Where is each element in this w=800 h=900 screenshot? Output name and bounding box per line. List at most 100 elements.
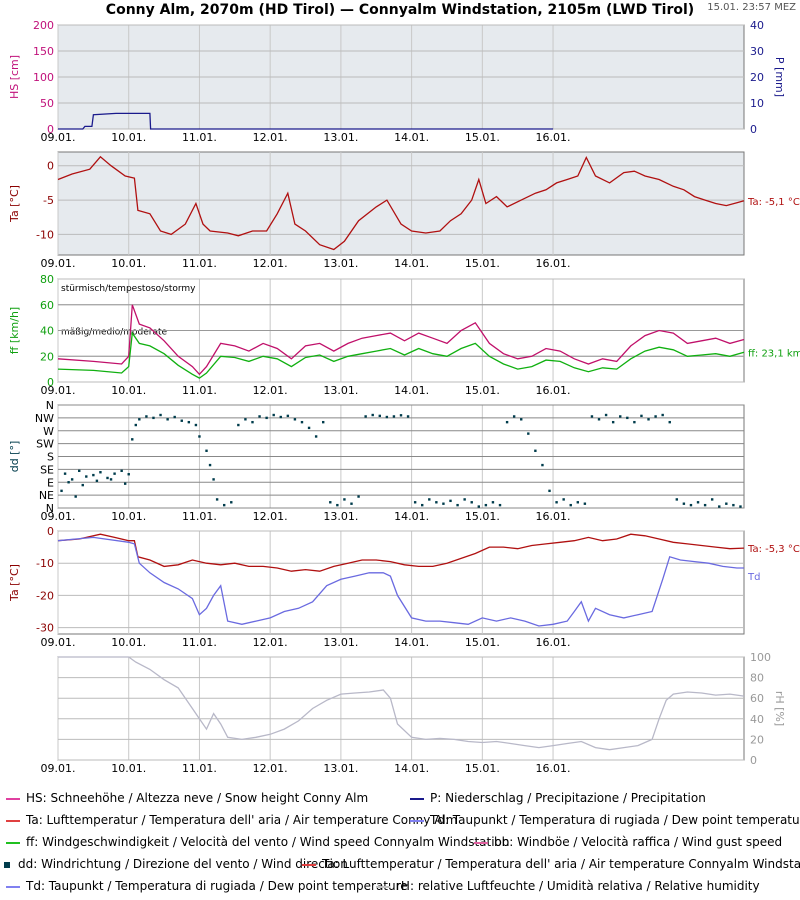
x-tick-label: 11.01. — [182, 131, 217, 144]
legend-label: rH: relative Luftfeuchte / Umidità relat… — [396, 879, 760, 893]
x-tick-label: 10.01. — [111, 384, 146, 397]
legend-label: Td: Taupunkt / Temperatura di rugiada / … — [430, 813, 800, 827]
plot-area — [57, 530, 745, 635]
plot-area — [57, 151, 745, 256]
data-point — [696, 501, 700, 504]
x-tick-label: 15.01. — [465, 131, 500, 144]
data-point — [505, 420, 509, 424]
data-point — [583, 502, 587, 505]
data-point — [67, 481, 70, 484]
data-point — [329, 501, 332, 504]
data-point — [647, 418, 650, 421]
data-point — [364, 415, 367, 418]
legend-item-ta-wind: Ta: Lufttemperatur / Temperatura dell' a… — [302, 857, 800, 875]
data-point — [442, 502, 445, 505]
chart-title: Conny Alm, 2070m (HD Tirol) — Connyalm W… — [105, 2, 695, 18]
data-point — [63, 472, 67, 475]
x-tick-label: 14.01. — [394, 510, 429, 523]
data-point — [286, 414, 290, 418]
data-point — [590, 415, 594, 418]
data-point — [99, 471, 102, 474]
data-point — [555, 501, 558, 504]
data-point — [205, 449, 208, 452]
data-point — [127, 473, 130, 476]
data-point — [343, 498, 346, 501]
charts-canvas: 09.01. 10.01. 11.01. 12.01. 13.01. 14.01. 15.0… — [8, 19, 800, 775]
data-point — [562, 498, 565, 501]
wind-band-label: stürmisch/tempestoso/stormy — [61, 284, 196, 294]
legend-label: Ta: Lufttemperatur / Temperatura dell' a… — [26, 813, 458, 827]
data-point — [230, 501, 233, 504]
legend-item-td-alm: Td: Taupunkt / Temperatura di rugiada / … — [410, 813, 800, 831]
data-point — [109, 478, 113, 481]
x-tick-label: 12.01. — [253, 762, 288, 775]
data-point — [385, 415, 389, 419]
y-tick-label: 0 — [47, 160, 54, 173]
data-point — [689, 503, 693, 507]
data-point — [106, 476, 109, 480]
data-point — [187, 420, 191, 424]
data-point — [626, 416, 629, 420]
data-point — [477, 505, 480, 508]
y-tick-label-right: 80 — [750, 672, 764, 685]
x-tick-label: 16.01. — [536, 510, 571, 523]
x-tick-label: 09.01. — [41, 636, 76, 649]
x-tick-label: 12.01. — [253, 384, 288, 397]
data-point — [527, 432, 530, 435]
x-tick-label: 09.01. — [41, 257, 76, 270]
x-tick-label: 12.01. — [253, 257, 288, 270]
x-tick-label: 16.01. — [536, 384, 571, 397]
series-line-ff — [57, 331, 745, 379]
series-line-p — [58, 112, 554, 130]
y-tick-label-right: 60 — [750, 692, 764, 705]
data-point — [60, 489, 63, 493]
legend-label: HS: Schneehöhe / Altezza neve / Snow hei… — [26, 791, 369, 805]
data-point — [392, 415, 396, 418]
y-tick-label-right: 40 — [750, 19, 764, 32]
data-point — [208, 463, 212, 467]
data-point — [85, 475, 88, 478]
y-tick-label: 0 — [47, 376, 54, 389]
data-point — [371, 413, 374, 417]
data-point — [456, 503, 459, 507]
legend-swatch — [302, 863, 316, 866]
series-line-ta — [57, 533, 745, 572]
data-point — [78, 469, 81, 473]
x-tick-label: 11.01. — [182, 384, 217, 397]
y-tick-label: 150 — [33, 45, 54, 58]
data-point — [569, 503, 572, 507]
y-tick-label: 20 — [40, 350, 54, 363]
data-point — [470, 501, 473, 504]
data-point — [435, 501, 438, 504]
data-point — [120, 469, 123, 473]
data-point — [725, 502, 728, 505]
data-point — [718, 505, 721, 508]
x-tick-label: 14.01. — [394, 257, 429, 270]
y-axis-label: HS [cm] — [8, 55, 21, 99]
data-point — [314, 435, 318, 438]
x-tick-label: 10.01. — [111, 257, 146, 270]
y-tick-label: W — [43, 425, 54, 438]
legend-item-p: P: Niederschlag / Precipitazione / Preci… — [410, 791, 706, 809]
y-tick-label-right: 100 — [750, 651, 771, 664]
data-point — [212, 478, 215, 481]
x-tick-label: 13.01. — [323, 510, 358, 523]
data-point — [640, 414, 643, 418]
data-point — [449, 499, 452, 503]
legend-label: bb: Windböe / Velocità raffica / Wind gu… — [494, 835, 783, 849]
data-point — [194, 423, 198, 427]
y-tick-label: -20 — [36, 589, 54, 602]
data-point — [611, 420, 615, 424]
x-tick-label: 16.01. — [536, 636, 571, 649]
x-tick-label: 14.01. — [394, 636, 429, 649]
legend-swatch — [4, 861, 10, 868]
legend-item-bb: bb: Windböe / Velocità raffica / Wind gu… — [474, 835, 782, 853]
y-tick-label: SE — [40, 463, 54, 476]
data-point — [336, 503, 339, 507]
series-line-ta — [57, 155, 745, 251]
y-tick-label-right: 10 — [750, 97, 764, 110]
y-tick-label-right: 0 — [750, 123, 757, 136]
data-point — [732, 503, 735, 507]
data-point — [138, 418, 141, 421]
x-tick-label: 09.01. — [41, 762, 76, 775]
